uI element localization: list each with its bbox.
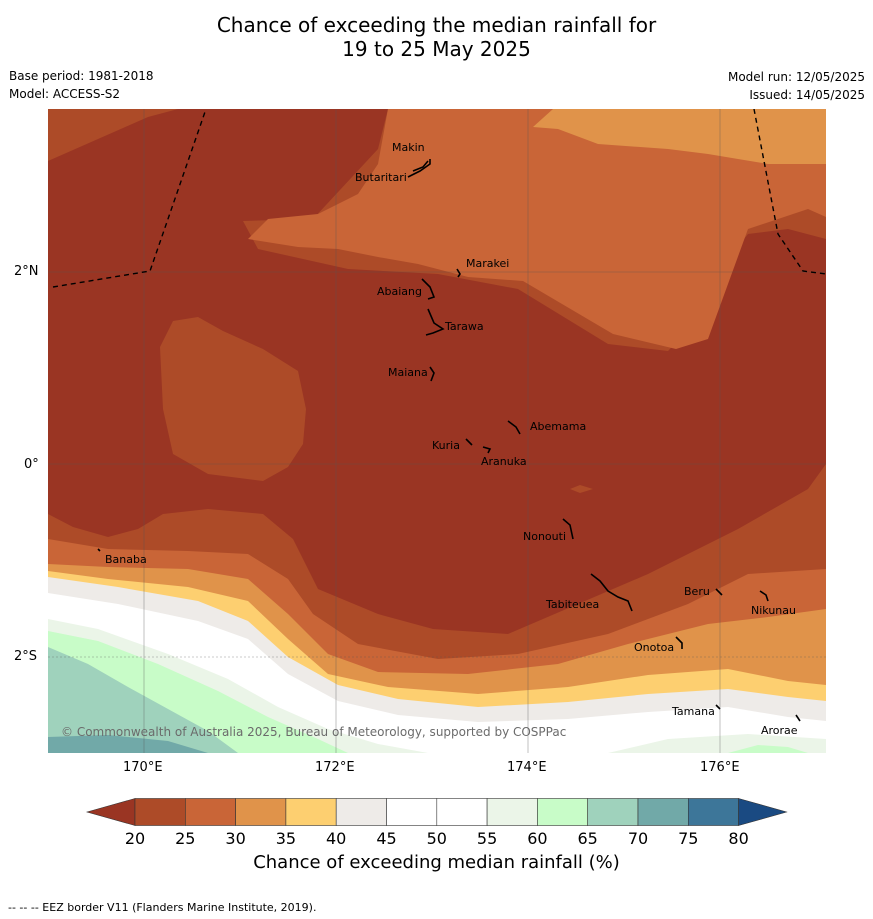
blob-20-25 [160,317,306,481]
place-label-butaritari: Butaritari [355,171,407,184]
base-period-text: Base period: 1981-2018 [9,69,154,83]
colorbar-segment [637,798,689,826]
lon-tick-176e: 176°E [700,760,740,775]
place-label-onotoa: Onotoa [634,641,674,654]
map-title-line-1: Chance of exceeding the median rainfall … [216,13,657,37]
place-label-kuria: Kuria [432,439,460,452]
band-25-30-top [248,109,826,349]
lon-tick-172e: 172°E [315,760,355,775]
band-70-75 [48,735,208,753]
place-label-arorae: Arorae [761,724,798,737]
colorbar-segment [587,798,639,826]
colorbar-segment [134,798,186,826]
place-label-beru: Beru [684,585,710,598]
lat-tick-0: 0° [24,457,39,472]
colorbar-tick-label: 75 [678,829,699,848]
colorbar-segment [285,798,337,826]
band-60-65-right [728,745,808,753]
eez-footer-note: -- -- -- EEZ border V11 (Flanders Marine… [8,901,317,914]
colorbar-tick-label: 35 [275,829,297,848]
copyright-text: © Commonwealth of Australia 2025, Bureau… [61,725,566,739]
place-label-abaiang: Abaiang [377,285,422,298]
issued-text: Issued: 14/05/2025 [749,88,865,102]
colorbar-tick-label: 50 [426,829,447,848]
place-label-abemama: Abemama [530,420,586,433]
colorbar-tick-label: 80 [728,829,749,848]
colorbar-tick-label: 60 [527,829,548,848]
place-label-nikunau: Nikunau [751,604,796,617]
colorbar-segment [436,798,488,826]
colorbar-segment [537,798,588,826]
eez-borders [52,109,826,288]
band-65-70 [48,647,238,753]
colorbar-tick-label: 20 [124,829,146,848]
place-label-aranuka: Aranuka [481,455,527,468]
lon-tick-170e: 170°E [123,760,163,775]
place-labels: Makin Butaritari Marakei Abaiang Tarawa … [105,141,798,737]
place-label-banaba: Banaba [105,553,147,566]
place-label-maiana: Maiana [388,366,428,379]
colorbar [85,798,788,826]
model-run-text: Model run: 12/05/2025 [727,70,865,84]
lat-tick-2s: 2°S [14,649,38,664]
model-text: Model: ACCESS-S2 [9,87,121,101]
colorbar-over-arrow [738,798,788,826]
place-label-tamana: Tamana [671,705,715,718]
lat-tick-2n: 2°N [14,264,39,279]
colorbar-tick-label: 55 [476,829,498,848]
place-label-marakei: Marakei [466,257,509,270]
colorbar-tick-label: 70 [627,829,649,848]
small-patch [570,485,593,493]
colorbar-under-arrow [85,798,136,826]
colorbar-segment [687,798,739,826]
colorbar-tick-label: 25 [175,829,196,848]
below-20-region [48,109,826,634]
place-label-makin: Makin [392,141,425,154]
colorbar-segment [486,798,538,826]
place-label-nonouti: Nonouti [523,530,566,543]
map-title-line-2: 19 to 25 May 2025 [342,37,531,61]
lon-tick-174e: 174°E [507,760,547,775]
colorbar-tick-label: 30 [225,829,246,848]
place-label-tabiteuea: Tabiteuea [545,598,599,611]
colorbar-segment [235,798,287,826]
colorbar-label: Chance of exceeding median rainfall (%) [253,852,620,873]
colorbar-tick-label: 40 [326,829,347,848]
place-label-tarawa: Tarawa [444,320,484,333]
colorbar-segment [386,798,438,826]
band-30-35-top [533,109,826,164]
gridlines [48,109,826,753]
colorbar-tick-label: 65 [577,829,598,848]
colorbar-segment [185,798,236,826]
island-outlines [97,159,801,722]
rainfall-map: Makin Butaritari Marakei Abaiang Tarawa … [48,109,826,753]
colorbar-tick-label: 45 [376,829,397,848]
colorbar-segment [335,798,387,826]
